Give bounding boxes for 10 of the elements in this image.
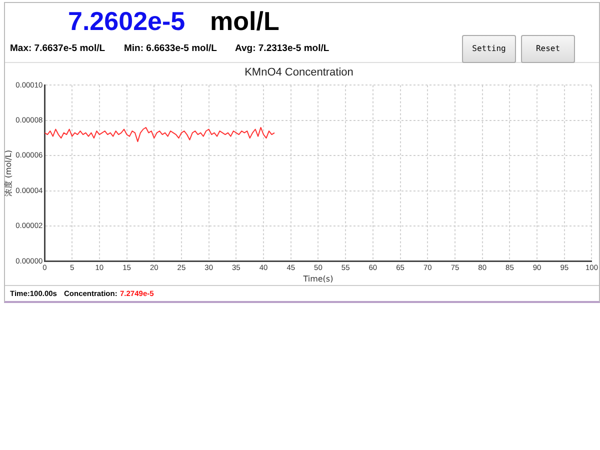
text: Setting bbox=[462, 35, 516, 63]
y-axis-title: 浓度 (mol/L) bbox=[4, 150, 13, 197]
x-axis-title: Time(s) bbox=[302, 274, 334, 284]
text: Reset bbox=[521, 35, 575, 63]
text: Avg: 7.2313e-5 mol/L bbox=[235, 43, 330, 54]
text: 7.2602e-5 bbox=[68, 6, 186, 37]
text: mol/L bbox=[210, 6, 280, 37]
text: Min: 6.6633e-5 mol/L bbox=[124, 43, 217, 54]
chart-title: KMnO4 Concentration bbox=[244, 66, 354, 79]
text: Max: 7.6637e-5 mol/L bbox=[10, 43, 106, 54]
